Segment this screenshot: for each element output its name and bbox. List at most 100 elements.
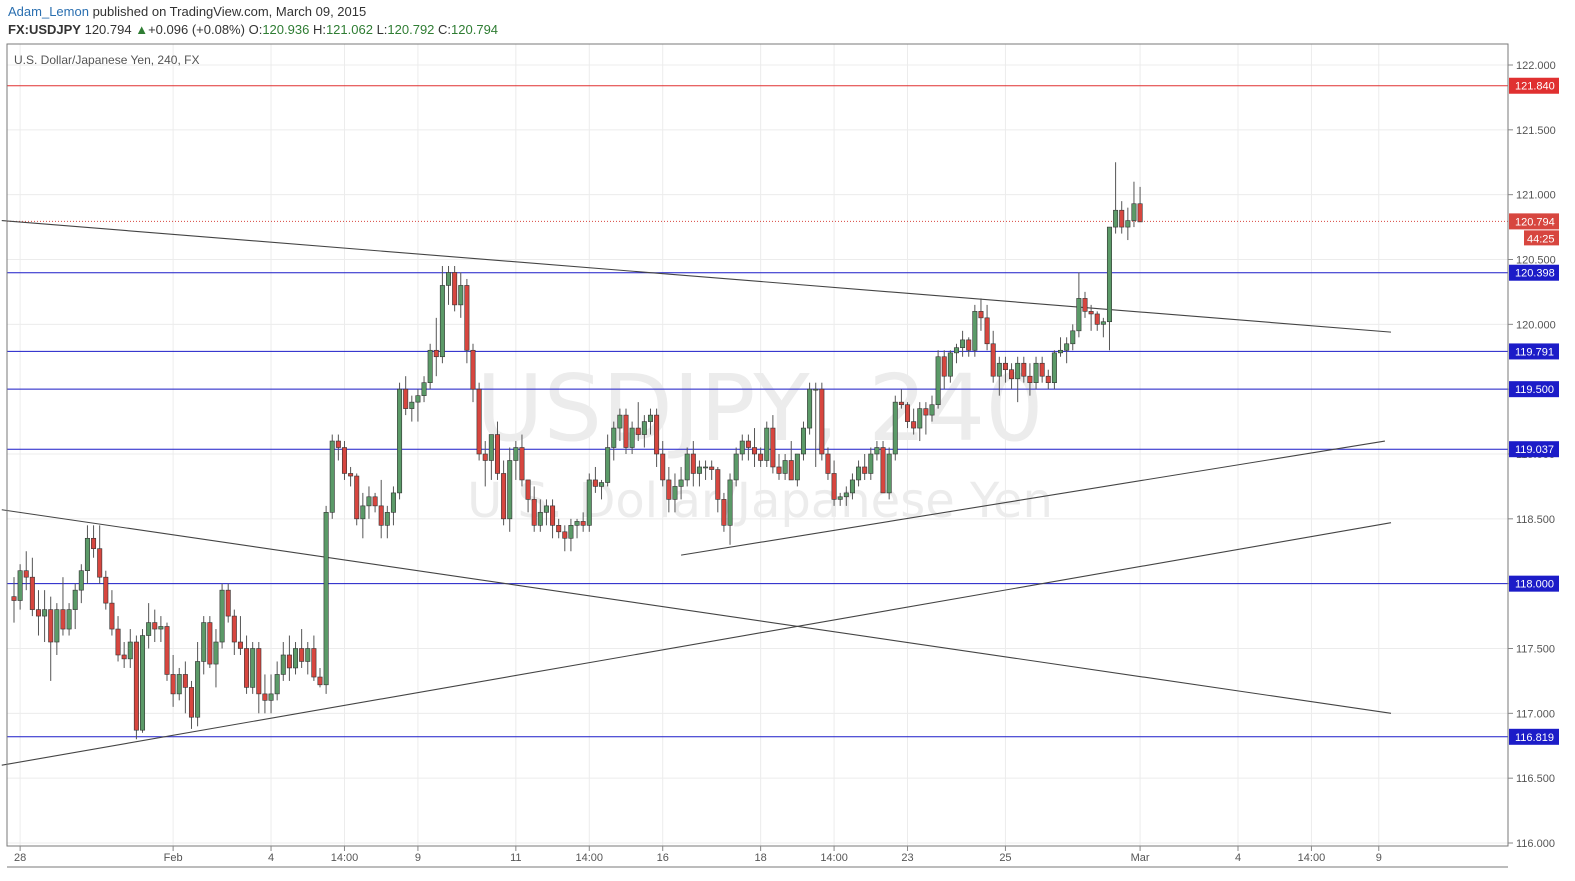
candle-body	[146, 622, 152, 636]
candle-body	[293, 648, 299, 669]
candle	[727, 473, 733, 545]
candle-body	[537, 512, 543, 526]
candle-body	[91, 537, 97, 549]
price-axis[interactable]: 122.000 121.500 121.000 120.500 120.000 119.5…	[1508, 60, 1559, 850]
candle	[874, 441, 880, 461]
candle	[788, 441, 794, 481]
candle	[329, 434, 335, 519]
candle-body	[905, 404, 911, 422]
candle	[1002, 356, 1008, 383]
candle	[843, 486, 849, 506]
candle-body	[990, 343, 996, 377]
candle-body	[513, 447, 519, 461]
candle	[623, 408, 629, 454]
time-axis[interactable]: 28 Feb 4 14:00 9 11 14:00 16 18 14:00 23 25 Mar 4 14:0…	[14, 846, 1382, 864]
last-price-label: 120.794	[1515, 216, 1555, 228]
candle	[250, 642, 256, 694]
candle-body	[72, 589, 78, 610]
candle-body	[782, 460, 788, 474]
candle	[531, 486, 537, 532]
horizontal-levels	[7, 85, 1508, 738]
candle-body	[641, 421, 647, 435]
candle	[317, 667, 323, 688]
candle	[960, 330, 966, 357]
x-tick-label: Mar	[1131, 852, 1150, 864]
candle	[231, 609, 237, 655]
candle	[403, 376, 409, 416]
candle	[592, 466, 598, 493]
candle	[1027, 363, 1033, 396]
candle	[641, 415, 647, 448]
candle	[409, 395, 415, 422]
candle	[42, 590, 48, 643]
high-value: 121.062	[325, 22, 373, 37]
candle-body	[452, 272, 458, 306]
level-label: 120.398	[1515, 268, 1555, 280]
candle	[390, 486, 396, 526]
trendline	[680, 440, 1385, 556]
candle-body	[476, 388, 482, 455]
candle-body	[354, 475, 360, 520]
x-tick-label: 4	[268, 852, 274, 864]
candle-body	[966, 339, 972, 351]
candle	[721, 492, 727, 532]
candle	[140, 629, 146, 733]
candle	[776, 454, 782, 480]
y-tick-label: 121.500	[1516, 125, 1556, 137]
candle-body	[672, 486, 678, 500]
candle-body	[660, 453, 666, 481]
candle	[1070, 324, 1076, 351]
candle	[856, 460, 862, 487]
candle	[60, 577, 66, 636]
candle	[17, 564, 23, 610]
chart-title: U.S. Dollar/Japanese Yen, 240, FX	[14, 53, 199, 67]
candle	[886, 447, 892, 500]
candle	[550, 499, 556, 539]
candle-body	[1015, 362, 1021, 380]
candle	[35, 590, 41, 636]
candle	[341, 441, 347, 480]
candle	[807, 382, 813, 435]
candle	[201, 616, 207, 675]
author-link[interactable]: Adam_Lemon	[8, 4, 89, 19]
candle-body	[1094, 313, 1100, 325]
candle	[892, 395, 898, 461]
candle-body	[140, 635, 146, 731]
candle	[690, 441, 696, 487]
candle-body	[1039, 362, 1045, 377]
candle	[433, 317, 439, 377]
candle-body	[1051, 352, 1057, 383]
countdown-label: 44:25	[1527, 233, 1555, 245]
candle	[703, 460, 709, 480]
level-label-bg	[1509, 343, 1559, 360]
candle	[898, 389, 904, 409]
candle-body	[378, 505, 384, 526]
candle	[519, 434, 525, 487]
candle-body	[195, 661, 201, 718]
candle	[458, 272, 464, 318]
candle	[84, 525, 90, 584]
candle-body	[48, 609, 54, 643]
candle	[696, 460, 702, 487]
candle-body	[1033, 362, 1039, 383]
candle-body	[470, 349, 476, 390]
x-tick-label: 4	[1235, 852, 1241, 864]
candle	[654, 408, 660, 467]
candle-body	[231, 615, 237, 643]
candle	[1119, 201, 1125, 234]
candle	[1015, 356, 1021, 403]
candle-body	[727, 479, 733, 526]
candle	[501, 460, 507, 526]
y-tick-label: 118.500	[1516, 514, 1555, 526]
candle	[543, 499, 549, 526]
symbol-label[interactable]: FX:USDJPY	[8, 22, 81, 37]
candle-body	[709, 466, 715, 470]
candle-body	[262, 693, 268, 701]
candle-body	[305, 648, 311, 662]
candle	[715, 466, 721, 513]
candle	[739, 434, 745, 461]
candle-body	[880, 447, 886, 494]
candle	[103, 570, 109, 610]
candle-body	[1021, 362, 1027, 377]
